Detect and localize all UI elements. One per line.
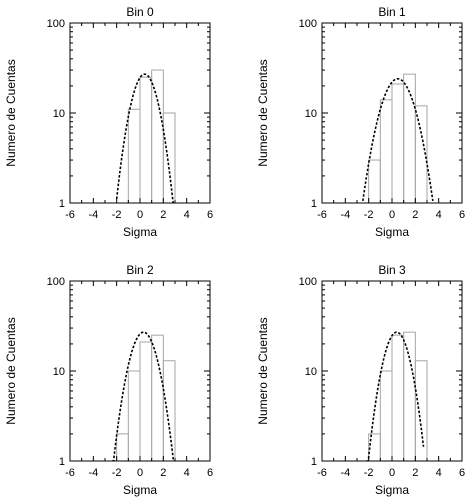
panel-title: Bin 0 [126,5,154,19]
x-axis-label: Sigma [375,483,409,497]
histogram-bar [368,159,381,203]
y-tick-label: 100 [299,276,317,288]
x-tick-label: 2 [160,209,166,221]
histogram-bar [414,105,428,203]
x-tick-label: 2 [160,467,166,479]
histogram-bar [127,108,141,203]
histogram-bar [403,73,416,203]
y-axis-label: Numero de Cuentas [256,59,270,166]
x-tick-label: -2 [112,467,122,479]
x-tick-label: 4 [436,209,442,221]
histogram-bar [379,99,393,203]
x-tick-label: -2 [112,209,122,221]
fit-curve [366,331,425,461]
x-tick-label: 2 [412,209,418,221]
panel-title: Bin 1 [378,5,406,19]
histogram-bar [116,433,129,461]
x-tick-label: -4 [340,209,350,221]
x-tick-label: -6 [65,467,75,479]
x-tick-label: -6 [65,209,75,221]
x-tick-label: 0 [389,209,395,221]
x-tick-label: 4 [436,467,442,479]
y-tick-label: 100 [47,18,65,30]
histogram-bar [379,370,393,461]
x-tick-label: -6 [317,467,327,479]
chart-panel-3: -6 -4 -2 0 2 4 6 1 10 100 Bin 3 Sigma Numero de Cuen… [256,263,465,497]
y-axis-label: Numero de Cuentas [4,59,18,166]
x-tick-label: -2 [364,467,374,479]
panel-title: Bin 2 [126,263,154,277]
x-tick-label: 6 [207,467,213,479]
fit-curve [112,331,175,461]
x-tick-label: 4 [184,467,190,479]
y-tick-label: 100 [299,18,317,30]
histogram-bar [139,341,153,461]
y-tick-label: 1 [311,456,317,468]
y-tick-label: 10 [305,108,317,120]
histogram-bar [139,76,153,203]
panel-title: Bin 3 [378,263,406,277]
y-tick-label: 1 [311,198,317,210]
chart-panel-0: -6 -4 -2 0 2 4 6 1 10 100 Bin 0 Sigma Numero de Cuen… [4,5,213,239]
x-tick-label: 6 [207,209,213,221]
y-tick-label: 100 [47,276,65,288]
x-tick-label: -2 [364,209,374,221]
y-tick-label: 10 [305,366,317,378]
histogram-bar [403,331,416,461]
y-tick-label: 10 [53,108,65,120]
histogram-bar [391,334,405,461]
x-tick-label: -4 [88,209,98,221]
histogram-bar [368,433,381,461]
fit-curve [115,73,175,203]
x-axis-label: Sigma [123,483,157,497]
chart-panel-1: -6 -4 -2 0 2 4 6 1 10 100 Bin 1 Sigma Numero de Cuen… [256,5,465,239]
histogram-bar [151,69,164,203]
x-tick-label: 4 [184,209,190,221]
x-tick-label: -4 [340,467,350,479]
x-axis-label: Sigma [375,225,409,239]
histogram-bar [127,370,141,461]
y-axis-label: Numero de Cuentas [4,317,18,424]
histogram-bar [414,360,428,461]
x-tick-label: 0 [137,209,143,221]
fit-curve [362,77,434,202]
y-tick-label: 1 [59,456,65,468]
x-tick-label: 2 [412,467,418,479]
y-axis-label: Numero de Cuentas [256,317,270,424]
x-tick-label: 0 [137,467,143,479]
histogram-bar [162,112,176,203]
x-tick-label: -6 [317,209,327,221]
x-axis-label: Sigma [123,225,157,239]
y-tick-label: 10 [53,366,65,378]
x-tick-label: -4 [88,467,98,479]
histogram-bar [162,360,176,461]
chart-panel-2: -6 -4 -2 0 2 4 6 1 10 100 Bin 2 Sigma Numero de Cuen… [4,263,213,497]
histogram-bar [151,334,164,461]
x-tick-label: 6 [459,209,465,221]
x-tick-label: 0 [389,467,395,479]
y-tick-label: 1 [59,198,65,210]
histogram-bar [391,83,405,203]
x-tick-label: 6 [459,467,465,479]
